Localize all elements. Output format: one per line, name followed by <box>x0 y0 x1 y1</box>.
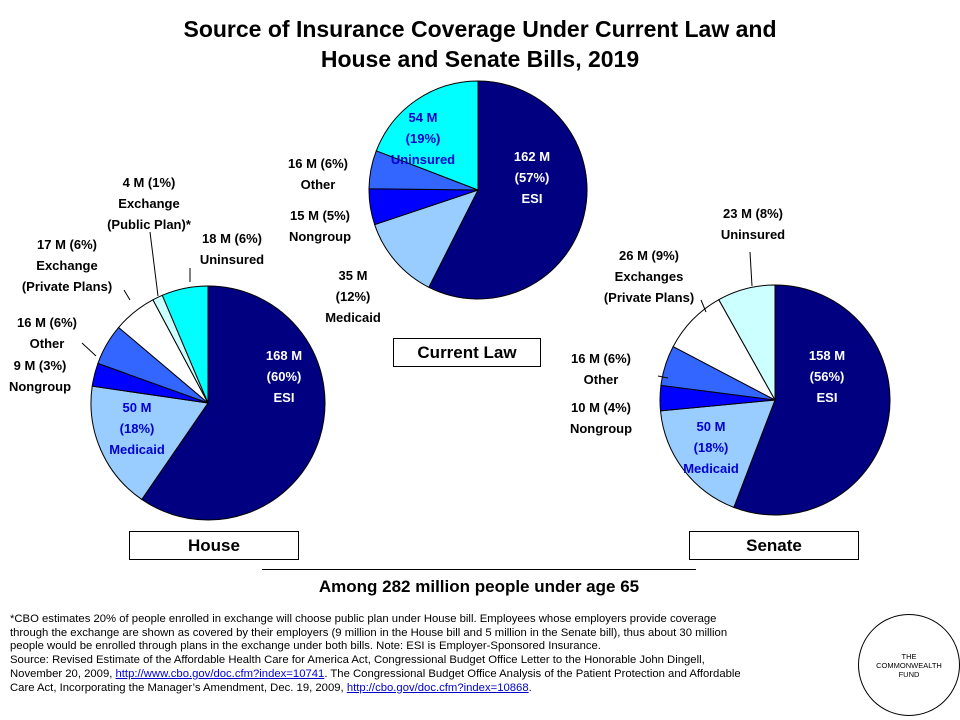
divider-rule <box>262 569 696 570</box>
footnote-line-5: November 20, 2009, http://www.cbo.gov/do… <box>10 668 865 682</box>
slice-label-nongroup: 10 M (4%) Nongroup <box>570 400 632 436</box>
footnote-line-5-pre: November 20, 2009, <box>10 667 116 680</box>
cbo-link-10868[interactable]: http://cbo.gov/doc.cfm?index=10868 <box>346 681 529 694</box>
footnote: *CBO estimates 20% of people enrolled in… <box>10 613 865 695</box>
slice-medicaid <box>374 189 479 288</box>
slice-label-medicaid: 35 M (12%) Medicaid <box>325 268 381 325</box>
pie-house: 168 M (60%) ESI 50 M (18%) Medicaid 9 M (3%) No… <box>9 175 326 521</box>
slice-label-medicaid: 50 M (18%) Medicaid <box>109 400 165 457</box>
footnote-line-5-post: . The Congressional Budget Office Analys… <box>324 667 741 680</box>
slice-esi <box>733 284 891 516</box>
slice-uninsured <box>375 80 479 191</box>
slice-uninsured <box>718 284 776 402</box>
slice-uninsured <box>161 285 209 404</box>
slice-label-uninsured: 23 M (8%) Uninsured <box>721 206 785 242</box>
current-law-label: Current Law <box>393 338 541 367</box>
leader-line <box>149 231 159 297</box>
logo-line-2: COMMONWEALTH <box>876 660 942 670</box>
slice-label-exchanges-private-plans: 26 M (9%) Exchanges (Private Plans) <box>604 248 694 305</box>
leader-line <box>81 342 97 357</box>
title-line-2: House and Senate Bills, 2019 <box>320 46 640 72</box>
footnote-line-6-pre: Care Act, Incorporating the Manager’s Am… <box>10 681 347 694</box>
slice-label-exchange-private-plans: 17 M (6%) Exchange (Private Plans) <box>22 237 112 294</box>
slice-label-other: 16 M (6%) Other <box>571 351 631 387</box>
commonwealth-fund-logo: THE COMMONWEALTH FUND <box>858 614 960 716</box>
leader-line <box>700 299 707 313</box>
house-label: House <box>129 531 299 560</box>
slice-label-other: 16 M (6%) Other <box>17 315 77 351</box>
footnote-line-6-post: . <box>528 681 532 694</box>
title-line-1: Source of Insurance Coverage Under Curre… <box>183 16 777 42</box>
senate-label: Senate <box>689 531 859 560</box>
leader-line <box>123 289 131 301</box>
footnote-line-3: people would be enrolled through plans i… <box>10 640 601 653</box>
slice-esi <box>141 285 326 521</box>
footnote-line-4: Source: Revised Estimate of the Affordab… <box>10 654 705 667</box>
slice-label-uninsured: 18 M (6%) Uninsured <box>200 231 264 267</box>
slice-label-esi: 168 M (60%) ESI <box>266 348 302 405</box>
slice-label-exchange-public-plan: 4 M (1%) Exchange (Public Plan)* <box>107 175 192 232</box>
slice-label-nongroup: 15 M (5%) Nongroup <box>289 208 351 244</box>
slice-label-uninsured: 54 M (19%) Uninsured <box>391 110 455 167</box>
current-law-label-text: Current Law <box>417 343 517 362</box>
leader-line <box>657 375 669 379</box>
house-label-text: House <box>188 536 240 555</box>
cbo-link-10741[interactable]: http://www.cbo.gov/doc.cfm?index=10741 <box>115 667 325 680</box>
logo-line-3: FUND <box>898 669 920 679</box>
pie-current-law: 162 M (57%) ESI 35 M (12%) Medicaid 15 M (5%) N… <box>288 80 588 325</box>
slice-esi <box>428 80 588 300</box>
footnote-line-1: *CBO estimates 20% of people enrolled in… <box>10 613 717 625</box>
footnote-line-6: Care Act, Incorporating the Manager’s Am… <box>10 682 865 696</box>
slice-label-esi: 158 M (56%) ESI <box>809 348 845 405</box>
senate-label-text: Senate <box>746 536 802 555</box>
slice-label-medicaid: 50 M (18%) Medicaid <box>683 419 739 476</box>
slice-label-nongroup: 9 M (3%) Nongroup <box>9 358 71 394</box>
slice-medicaid <box>90 385 209 501</box>
slice-label-esi: 162 M (57%) ESI <box>514 149 550 206</box>
footnote-line-2: through the exchange are shown as covere… <box>10 626 728 639</box>
population-caption: Among 282 million people under age 65 <box>318 577 640 596</box>
slice-medicaid <box>659 399 776 509</box>
logo-line-1: THE <box>901 651 917 661</box>
pie-senate: 158 M (56%) ESI 50 M (18%) Medicaid 10 M (4%) N… <box>570 206 891 516</box>
leader-line <box>749 251 753 287</box>
slice-label-other: 16 M (6%) Other <box>288 156 348 192</box>
chart-title: Source of Insurance Coverage Under Curre… <box>80 14 880 74</box>
